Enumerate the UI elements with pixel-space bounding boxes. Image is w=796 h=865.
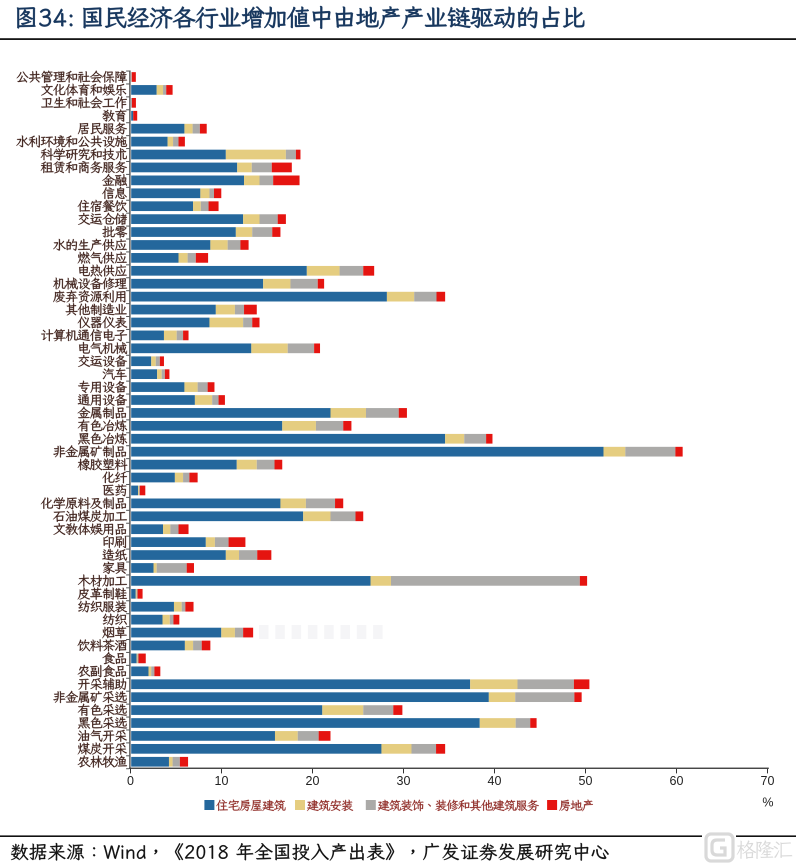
svg-text:20: 20 xyxy=(306,774,320,788)
svg-text:60: 60 xyxy=(670,774,684,788)
svg-text:0: 0 xyxy=(127,774,134,788)
svg-text:30: 30 xyxy=(397,774,411,788)
svg-text:40: 40 xyxy=(488,774,502,788)
svg-text:70: 70 xyxy=(761,774,775,788)
svg-text:10: 10 xyxy=(215,774,229,788)
svg-text:%: % xyxy=(762,796,773,810)
svg-text:50: 50 xyxy=(579,774,593,788)
